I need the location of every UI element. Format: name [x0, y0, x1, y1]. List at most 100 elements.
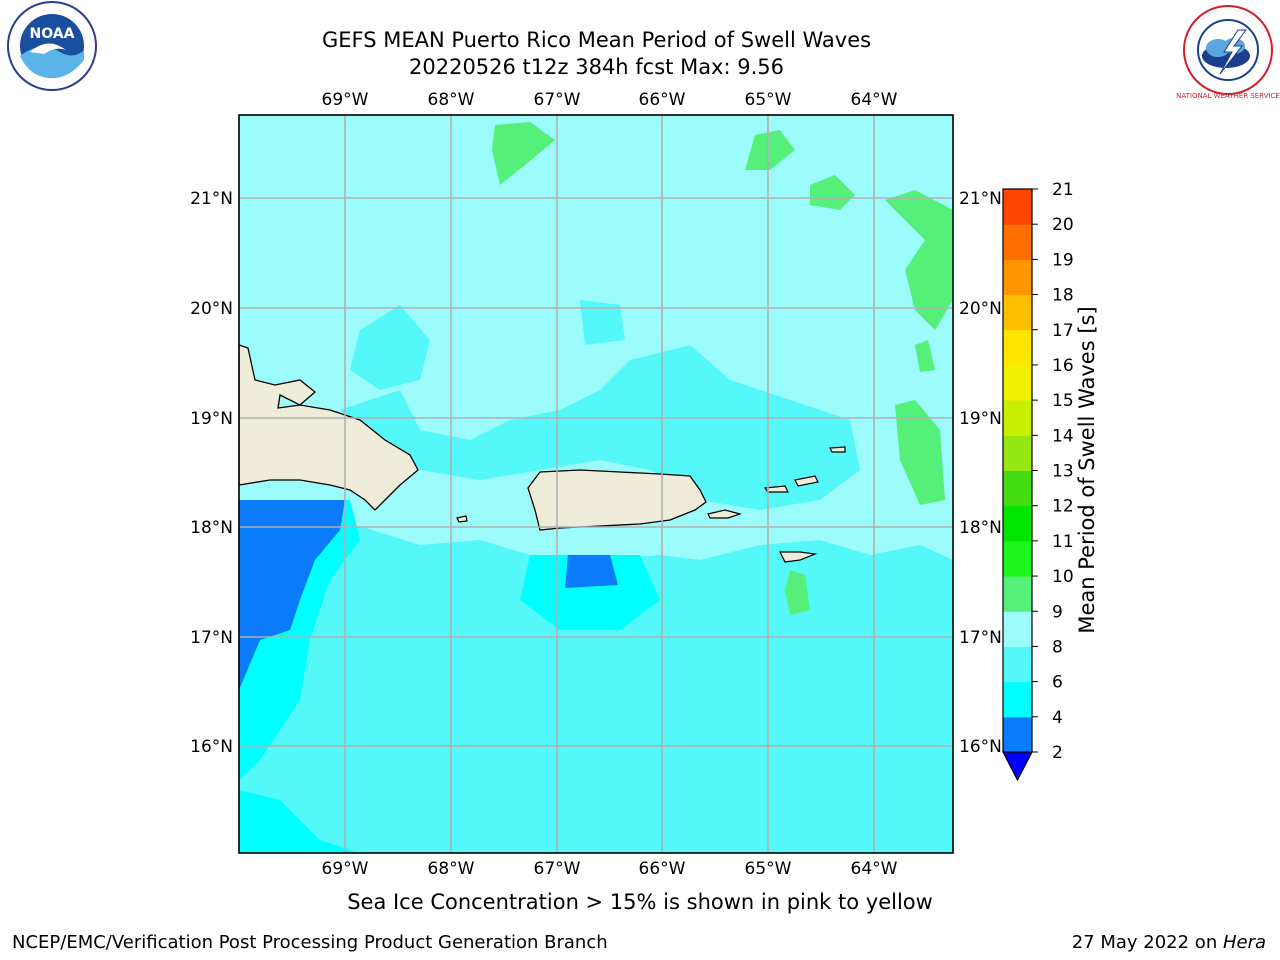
colorbar-tick-label: 20 — [1052, 215, 1074, 235]
lat-label-left-21: 21°N — [190, 189, 233, 209]
footer-date: 27 May 2022 on Hera — [1072, 932, 1266, 953]
noaa-logo: NOAA — [7, 1, 97, 91]
swell-contour-4-6-south — [239, 790, 360, 853]
lon-labels-top: 69°W 68°W 67°W 66°W 65°W 64°W — [322, 90, 898, 110]
colorbar-tick-label: 15 — [1052, 391, 1074, 411]
footer-branch: NCEP/EMC/Verification Post Processing Pr… — [12, 932, 608, 953]
colorbar-tick-label: 9 — [1052, 602, 1063, 622]
colorbar-tick-label: 19 — [1052, 250, 1074, 270]
footer-machine: Hera — [1222, 932, 1266, 953]
vieques-island — [707, 509, 743, 519]
lon-labels-bottom: 69°W 68°W 67°W 66°W 65°W 64°W — [322, 859, 898, 879]
sea-ice-note: Sea Ice Concentration > 15% is shown in … — [347, 890, 933, 914]
colorbar-segment — [1003, 189, 1032, 225]
colorbar-segment — [1003, 576, 1032, 612]
colorbar: 2 4 6 8 9 10 11 12 13 14 15 16 17 18 19 20 21 — [1002, 180, 1074, 782]
colorbar-tick-label: 4 — [1052, 708, 1063, 728]
colorbar-tick-label: 18 — [1052, 286, 1074, 306]
colorbar-label: Mean Period of Swell Waves [s] — [1075, 306, 1099, 634]
colorbar-tick-label: 13 — [1052, 462, 1074, 482]
lon-label-bottom-66: 66°W — [639, 859, 686, 879]
map-frame — [238, 114, 954, 854]
colorbar-tick-label: 11 — [1052, 532, 1074, 552]
colorbar-tick-label: 16 — [1052, 356, 1074, 376]
footer-date-text: 27 May 2022 on — [1071, 932, 1223, 953]
swell-contour-9-10-se — [785, 570, 810, 615]
mona-island — [456, 515, 468, 523]
swell-contour-6-8-north — [350, 305, 430, 390]
colorbar-segment — [1003, 294, 1032, 331]
colorbar-segment — [1003, 364, 1032, 401]
colorbar-tick-label: 10 — [1052, 567, 1074, 587]
colorbar-segment — [1003, 646, 1032, 683]
swell-contour-9-10-n2 — [745, 130, 795, 170]
colorbar-segment — [1003, 470, 1032, 507]
map-plot-area — [239, 115, 953, 853]
colorbar-tick-label: 14 — [1052, 426, 1074, 446]
swell-contour-2-4-pr — [565, 555, 618, 588]
swell-contour-6-8-east — [580, 300, 625, 345]
nws-logo-text: NATIONAL WEATHER SERVICE — [1176, 92, 1280, 100]
colorbar-segment — [1003, 681, 1032, 718]
lon-label-top-65: 65°W — [745, 90, 792, 110]
map-title: GEFS MEAN Puerto Rico Mean Period of Swe… — [321, 28, 872, 52]
hispaniola-land — [239, 344, 419, 511]
lat-label-right-19: 19°N — [959, 409, 1002, 429]
lat-label-left-19: 19°N — [190, 409, 233, 429]
lat-label-right-20: 20°N — [959, 299, 1002, 319]
swell-contour-2-4-sw — [239, 500, 345, 690]
lat-label-right-21: 21°N — [959, 189, 1002, 209]
lat-label-right-17: 17°N — [959, 628, 1002, 648]
swell-contour-6-8-south — [239, 510, 953, 853]
colorbar-segment — [1003, 540, 1032, 577]
map-subtitle: 20220526 t12z 384h fcst Max: 9.56 — [409, 55, 784, 79]
colorbar-segment — [1003, 259, 1032, 296]
swell-contour-9-10-n — [492, 122, 555, 185]
virgin-islands-st-thomas — [763, 485, 789, 493]
gridlines — [239, 115, 953, 853]
swell-contour-9-10-n3 — [810, 175, 855, 210]
lat-label-left-17: 17°N — [190, 628, 233, 648]
lon-label-bottom-64: 64°W — [851, 859, 898, 879]
lon-label-top-68: 68°W — [428, 90, 475, 110]
colorbar-tick-label: 2 — [1052, 743, 1063, 763]
colorbar-tick-label: 8 — [1052, 637, 1063, 657]
colorbar-extend-triangle — [1002, 751, 1033, 782]
swell-contour-9-10-e — [895, 400, 945, 505]
nws-logo: NATIONAL WEATHER SERVICE — [1176, 5, 1280, 100]
virgin-islands-tortola — [794, 475, 819, 487]
lon-label-bottom-69: 69°W — [322, 859, 369, 879]
st-croix-island — [779, 551, 818, 563]
colorbar-segment — [1003, 400, 1032, 436]
colorbar-tick-label: 17 — [1052, 321, 1074, 341]
lat-label-left-18: 18°N — [190, 518, 233, 538]
colorbar-tick-label: 12 — [1052, 497, 1074, 517]
colorbar-tick-label: 6 — [1052, 673, 1063, 693]
lat-labels-right: 21°N 20°N 19°N 18°N 17°N 16°N — [959, 189, 1002, 757]
lon-label-top-67: 67°W — [534, 90, 581, 110]
colorbar-tick-label: 21 — [1052, 180, 1074, 200]
lon-label-top-69: 69°W — [322, 90, 369, 110]
swell-contour-4-6-pr-south — [520, 555, 660, 630]
noaa-logo-text: NOAA — [30, 26, 75, 42]
swell-contour-6-8-central — [340, 345, 860, 510]
lat-label-right-18: 18°N — [959, 518, 1002, 538]
colorbar-segment — [1003, 435, 1032, 471]
swell-contour-9-10-ne — [885, 190, 953, 330]
colorbar-segment — [1003, 716, 1032, 753]
lon-label-bottom-67: 67°W — [534, 859, 581, 879]
lat-label-left-16: 16°N — [190, 737, 233, 757]
colorbar-segment — [1003, 329, 1032, 366]
lat-label-right-16: 16°N — [959, 737, 1002, 757]
colorbar-segment — [1003, 611, 1032, 647]
lat-label-left-20: 20°N — [190, 299, 233, 319]
swell-contour-9-10-ne2 — [915, 340, 935, 372]
lon-label-bottom-68: 68°W — [428, 859, 475, 879]
lon-label-top-66: 66°W — [639, 90, 686, 110]
lon-label-bottom-65: 65°W — [745, 859, 792, 879]
lat-labels-left: 21°N 20°N 19°N 18°N 17°N 16°N — [190, 189, 233, 757]
virgin-islands-anegada — [829, 446, 846, 453]
colorbar-segment — [1003, 505, 1032, 542]
colorbar-segment — [1003, 224, 1032, 260]
